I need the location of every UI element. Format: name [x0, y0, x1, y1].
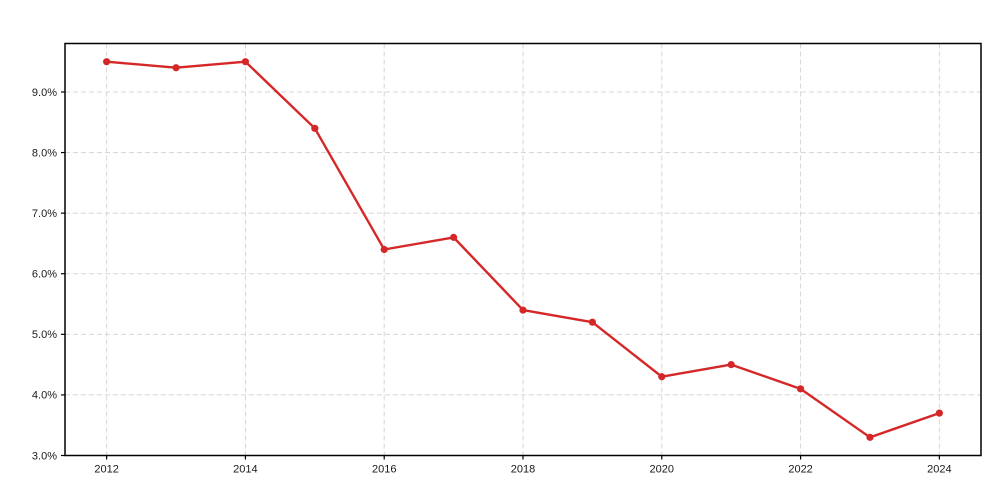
x-tick-label: 2016	[372, 464, 396, 476]
data-point-2019	[588, 318, 596, 326]
x-tick-label: 2024	[927, 464, 951, 476]
y-tick-label: 4.0%	[32, 390, 57, 402]
data-point-2020	[658, 373, 666, 381]
data-point-2015	[311, 124, 319, 132]
data-point-2021	[727, 361, 735, 369]
y-tick-label: 3.0%	[32, 450, 57, 462]
data-point-2012	[103, 58, 111, 66]
y-tick-label: 9.0%	[32, 87, 57, 99]
data-point-2023	[866, 433, 874, 441]
data-point-2024	[935, 409, 943, 417]
data-point-2017	[450, 233, 458, 241]
y-tick-label: 6.0%	[32, 269, 57, 281]
y-tick-label: 8.0%	[32, 147, 57, 159]
data-point-2022	[796, 385, 805, 393]
x-tick-label: 2012	[94, 464, 118, 476]
y-tick-label: 5.0%	[32, 329, 57, 341]
data-point-2016	[380, 245, 388, 254]
data-point-2014	[241, 58, 250, 66]
data-point-2018	[519, 306, 527, 314]
x-tick-label: 2014	[233, 464, 257, 476]
data-point-2013	[172, 64, 180, 72]
x-tick-label: 2020	[650, 464, 674, 476]
x-tick-label: 2018	[511, 464, 535, 476]
x-tick-label: 2022	[788, 464, 812, 476]
y-tick-label: 7.0%	[32, 208, 57, 220]
